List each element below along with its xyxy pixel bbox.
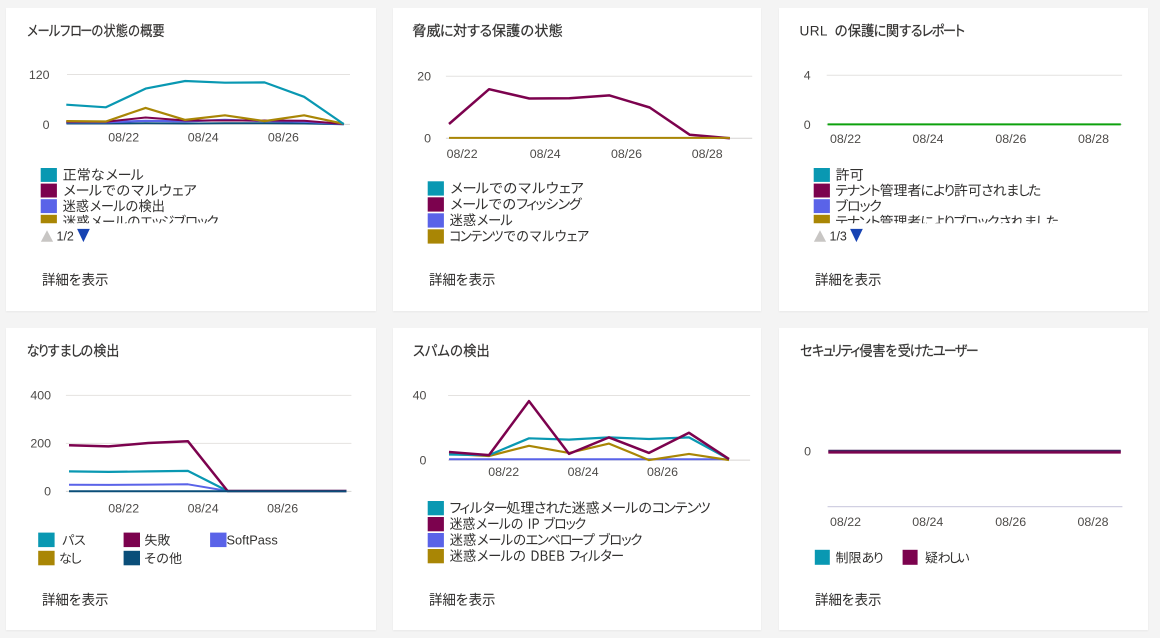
svg-text:08/24: 08/24 [188, 131, 219, 145]
svg-text:08/28: 08/28 [1078, 132, 1109, 146]
svg-text:SoftPass: SoftPass [227, 532, 278, 547]
svg-text:40: 40 [413, 389, 427, 403]
svg-text:4: 4 [804, 69, 811, 83]
svg-text:08/22: 08/22 [108, 131, 139, 145]
svg-text:08/22: 08/22 [488, 465, 519, 479]
svg-text:120: 120 [29, 68, 50, 82]
svg-text:0: 0 [43, 118, 50, 132]
svg-text:1/3: 1/3 [830, 229, 847, 243]
svg-text:0: 0 [804, 118, 811, 132]
svg-text:200: 200 [30, 437, 51, 451]
svg-text:08/26: 08/26 [611, 147, 642, 161]
svg-text:08/26: 08/26 [995, 515, 1026, 529]
svg-text:0: 0 [424, 131, 431, 145]
svg-text:08/22: 08/22 [447, 147, 478, 161]
svg-text:08/28: 08/28 [692, 147, 723, 161]
svg-text:0: 0 [44, 485, 51, 499]
svg-text:400: 400 [30, 389, 51, 403]
svg-text:08/28: 08/28 [1077, 515, 1108, 529]
svg-text:08/24: 08/24 [188, 502, 219, 516]
svg-text:08/26: 08/26 [647, 465, 678, 479]
svg-text:08/24: 08/24 [530, 147, 561, 161]
svg-text:0: 0 [804, 445, 811, 459]
svg-text:08/22: 08/22 [108, 502, 139, 516]
svg-text:08/24: 08/24 [912, 132, 943, 146]
svg-text:08/26: 08/26 [995, 132, 1026, 146]
svg-text:08/22: 08/22 [830, 132, 861, 146]
svg-text:08/26: 08/26 [268, 131, 299, 145]
svg-text:0: 0 [419, 453, 426, 467]
svg-text:08/22: 08/22 [830, 515, 861, 529]
svg-text:08/26: 08/26 [267, 502, 298, 516]
svg-text:1/2: 1/2 [57, 229, 74, 243]
svg-text:URL: URL [800, 24, 828, 39]
svg-text:08/24: 08/24 [568, 465, 599, 479]
svg-text:20: 20 [417, 69, 431, 83]
svg-text:08/24: 08/24 [912, 515, 943, 529]
